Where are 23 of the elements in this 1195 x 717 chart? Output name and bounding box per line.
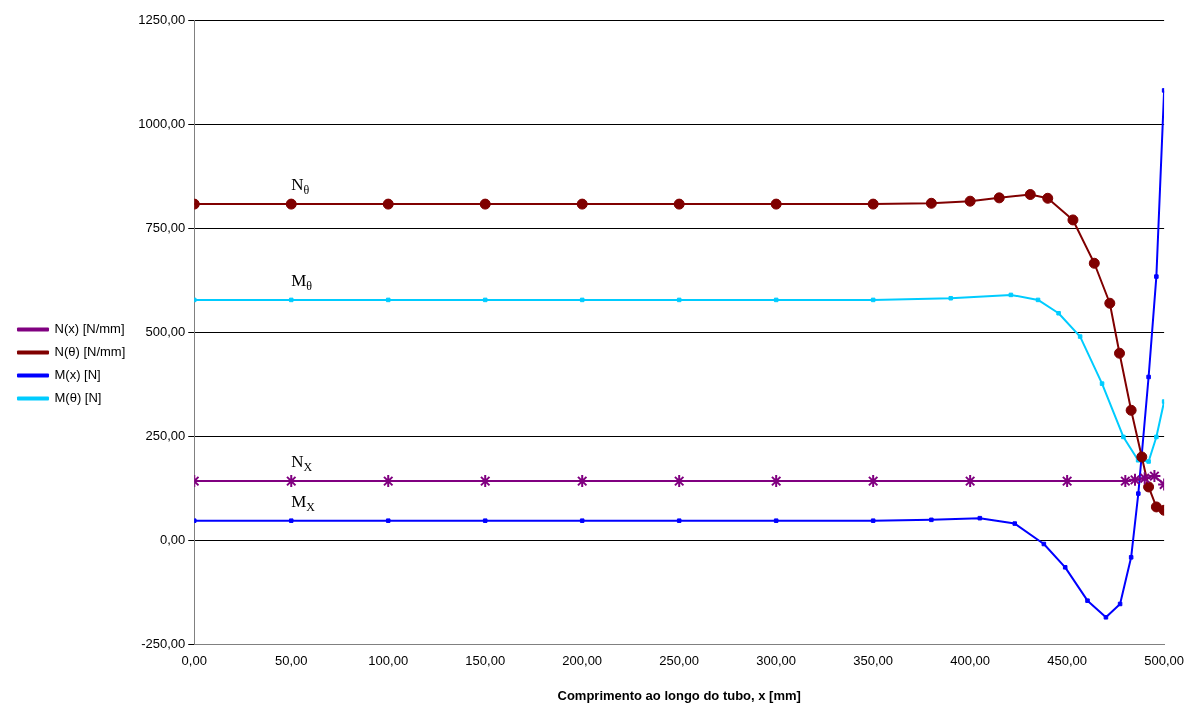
x-tick-label: 300,00	[756, 653, 797, 669]
x-tick-label: 150,00	[465, 653, 506, 669]
y-tick-label: 1250,00	[138, 11, 186, 27]
x-tick-label: 400,00	[950, 653, 991, 669]
x-tick-label: 0,00	[181, 653, 207, 669]
x-tick-label: 200,00	[562, 653, 603, 669]
x-tick-label: 250,00	[659, 653, 700, 669]
y-tick-label: 250,00	[145, 428, 186, 444]
legend-label: N(θ) [N/mm]	[54, 344, 126, 360]
x-tick-label: 100,00	[368, 653, 409, 669]
x-tick-label: 450,00	[1047, 653, 1088, 669]
y-tick-label: 1000,00	[138, 115, 186, 131]
y-tick-label: 500,00	[145, 323, 186, 339]
legend-label: M(x) [N]	[54, 367, 101, 383]
x-axis-title: Comprimento ao longo do tubo, x [mm]	[557, 687, 801, 703]
legend-label: N(x) [N/mm]	[54, 321, 125, 337]
x-tick-label: 350,00	[853, 653, 894, 669]
y-tick-label: 0,00	[159, 532, 186, 548]
legend-label: M(θ) [N]	[54, 390, 102, 406]
y-tick-label: -250,00	[141, 636, 186, 652]
x-tick-label: 500,00	[1144, 653, 1184, 669]
y-tick-label: 750,00	[145, 219, 186, 235]
x-tick-label: 50,00	[274, 653, 308, 669]
